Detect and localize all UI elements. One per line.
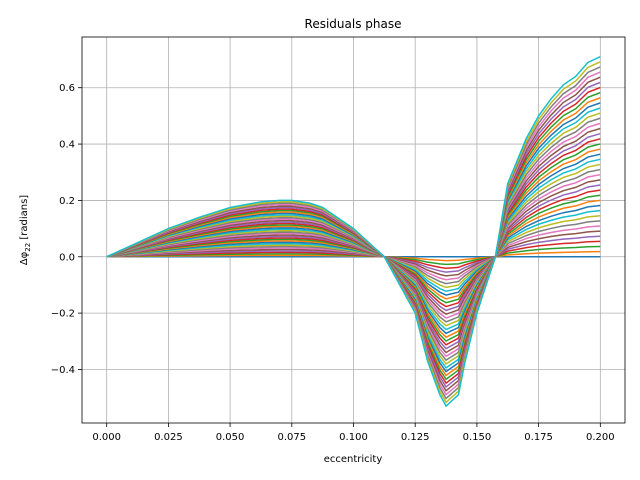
series-line-3 — [106, 245, 601, 266]
series-line-5 — [106, 235, 601, 273]
x-axis-title: eccentricity — [324, 454, 383, 465]
series-line-34 — [106, 86, 601, 385]
chart-title: Residuals phase — [305, 17, 402, 31]
series-line-22 — [106, 148, 601, 339]
series-line-2 — [106, 250, 601, 262]
series-line-21 — [106, 153, 601, 335]
x-tick-label: 0.150 — [463, 432, 492, 443]
x-tick-label: 0.200 — [586, 432, 615, 443]
x-tick-label: 0.000 — [92, 432, 121, 443]
series-line-28 — [106, 117, 601, 362]
series-line-31 — [106, 102, 601, 373]
y-tick-label: −0.2 — [51, 309, 75, 320]
series-line-10 — [106, 209, 601, 293]
series-line-9 — [106, 214, 601, 289]
x-tick-label: 0.125 — [401, 432, 430, 443]
y-tick-label: 0.0 — [59, 252, 75, 263]
x-tick-label: 0.050 — [216, 432, 245, 443]
series-line-39 — [106, 61, 601, 404]
series-line-36 — [106, 76, 601, 392]
series-line-19 — [106, 163, 601, 327]
x-tick-label: 0.100 — [339, 432, 368, 443]
series-line-25 — [106, 132, 601, 350]
series-line-24 — [106, 138, 601, 346]
series-line-30 — [106, 107, 601, 369]
y-tick-label: 0.2 — [59, 196, 75, 207]
series-line-37 — [106, 71, 601, 396]
y-tick-label: −0.4 — [51, 365, 75, 376]
series-line-29 — [106, 112, 601, 365]
series-line-14 — [106, 189, 601, 308]
series-line-23 — [106, 143, 601, 342]
series-line-18 — [106, 168, 601, 323]
series-line-12 — [106, 199, 601, 300]
series-line-6 — [106, 230, 601, 277]
series-line-32 — [106, 97, 601, 377]
x-tick-label: 0.075 — [277, 432, 306, 443]
series-line-35 — [106, 81, 601, 389]
series-line-40 — [106, 56, 601, 408]
series-line-26 — [106, 127, 601, 354]
series-group — [106, 56, 601, 408]
series-line-8 — [106, 220, 601, 285]
series-line-20 — [106, 158, 601, 331]
x-axis: 0.000 0.025 0.050 0.075 0.100 0.125 0.150 0.175… — [92, 423, 615, 443]
series-line-4 — [106, 240, 601, 270]
y-axis: −0.4 −0.2 0.0 0.2 0.4 0.6 — [51, 83, 82, 376]
series-line-13 — [106, 194, 601, 304]
x-tick-label: 0.025 — [154, 432, 183, 443]
series-line-33 — [106, 91, 601, 381]
series-line-16 — [106, 179, 601, 316]
series-line-38 — [106, 66, 601, 400]
y-axis-title: Δφ22 [radians] — [19, 195, 32, 265]
y-tick-label: 0.6 — [59, 83, 75, 94]
series-line-15 — [106, 184, 601, 312]
series-line-11 — [106, 204, 601, 296]
series-line-7 — [106, 225, 601, 281]
y-tick-label: 0.4 — [59, 140, 75, 151]
series-line-17 — [106, 173, 601, 319]
series-line-27 — [106, 122, 601, 358]
x-tick-label: 0.175 — [524, 432, 553, 443]
